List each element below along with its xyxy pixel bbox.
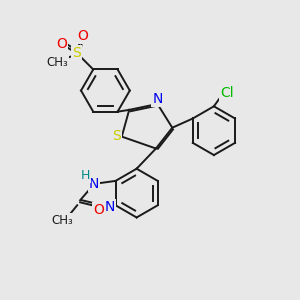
Text: N: N: [105, 200, 116, 214]
Text: CH₃: CH₃: [46, 56, 68, 69]
Text: N: N: [89, 177, 99, 191]
Text: Cl: Cl: [220, 85, 234, 100]
Text: O: O: [77, 29, 88, 43]
Text: H: H: [81, 169, 91, 182]
Text: N: N: [152, 92, 163, 106]
Text: S: S: [73, 46, 81, 60]
Text: S: S: [112, 129, 121, 143]
Text: O: O: [56, 37, 67, 51]
Text: CH₃: CH₃: [52, 214, 74, 227]
Text: O: O: [93, 203, 104, 217]
